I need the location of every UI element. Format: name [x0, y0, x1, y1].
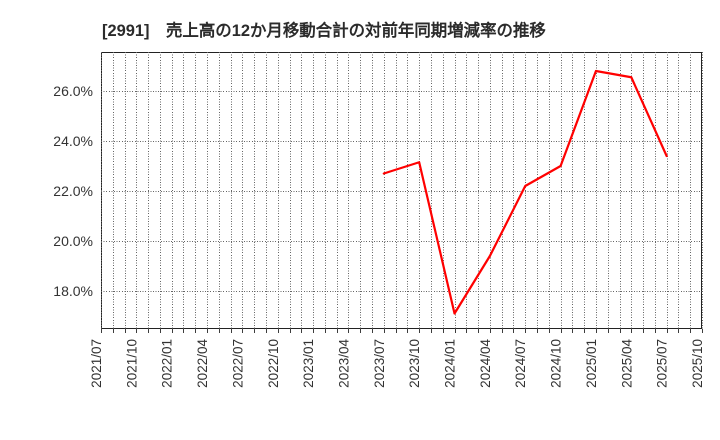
- svg-text:22.0%: 22.0%: [53, 183, 93, 199]
- svg-text:2021/10: 2021/10: [124, 339, 139, 388]
- svg-text:2023/10: 2023/10: [407, 339, 422, 388]
- svg-text:2023/07: 2023/07: [372, 339, 387, 388]
- svg-text:2022/04: 2022/04: [195, 339, 210, 388]
- svg-text:2025/01: 2025/01: [584, 339, 599, 388]
- svg-text:2022/07: 2022/07: [230, 339, 245, 388]
- svg-text:2021/07: 2021/07: [89, 339, 104, 388]
- svg-text:2022/10: 2022/10: [266, 339, 281, 388]
- svg-text:2023/01: 2023/01: [301, 339, 316, 388]
- svg-text:20.0%: 20.0%: [53, 233, 93, 249]
- svg-text:2024/04: 2024/04: [478, 339, 493, 388]
- svg-text:2025/10: 2025/10: [690, 339, 705, 388]
- svg-text:24.0%: 24.0%: [53, 133, 93, 149]
- svg-text:2025/04: 2025/04: [619, 339, 634, 388]
- svg-text:2025/07: 2025/07: [655, 339, 670, 388]
- svg-text:18.0%: 18.0%: [53, 283, 93, 299]
- svg-text:2024/10: 2024/10: [549, 339, 564, 388]
- svg-text:2024/07: 2024/07: [513, 339, 528, 388]
- svg-text:2023/04: 2023/04: [336, 339, 351, 388]
- svg-text:2022/01: 2022/01: [160, 339, 175, 388]
- svg-text:26.0%: 26.0%: [53, 83, 93, 99]
- svg-text:2024/01: 2024/01: [443, 339, 458, 388]
